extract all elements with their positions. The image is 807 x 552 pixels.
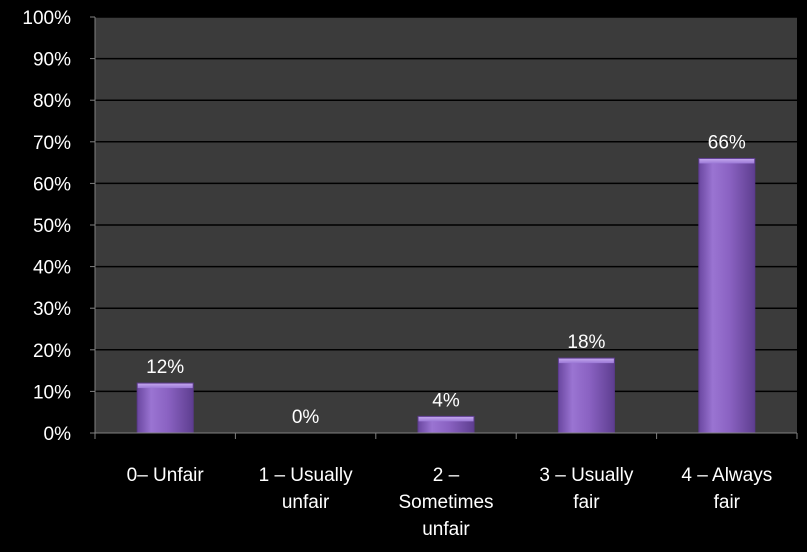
data-label: 18% bbox=[567, 332, 605, 353]
x-category-label: 1 – Usually unfair bbox=[259, 465, 353, 513]
bar-cap bbox=[137, 383, 194, 389]
x-category-label: 2 – Sometimes unfair bbox=[398, 465, 493, 540]
bar-3 bbox=[557, 357, 615, 434]
bar bbox=[698, 158, 755, 433]
y-tick-label: 90% bbox=[33, 50, 71, 71]
bar-0 bbox=[136, 382, 194, 434]
y-tick-label: 10% bbox=[33, 382, 71, 403]
x-category-label-line: 3 – Usually bbox=[539, 465, 633, 486]
y-tick-label: 20% bbox=[33, 341, 71, 362]
x-category-label: 4 – Always fair bbox=[681, 465, 772, 513]
x-category-label-line: unfair bbox=[282, 492, 330, 513]
data-label: 0% bbox=[292, 407, 320, 428]
x-category-label-line: 0– Unfair bbox=[127, 465, 205, 486]
y-tick-label: 40% bbox=[33, 258, 71, 279]
y-tick-label: 50% bbox=[33, 216, 71, 237]
x-category-label-line: Sometimes bbox=[398, 492, 493, 513]
bar-4 bbox=[698, 157, 756, 434]
bar-cap bbox=[418, 416, 474, 422]
y-tick-label: 100% bbox=[22, 8, 71, 29]
bar-cap bbox=[698, 158, 755, 164]
x-category-label-line: unfair bbox=[422, 519, 470, 540]
y-tick-label: 70% bbox=[33, 133, 71, 154]
y-tick-label: 60% bbox=[33, 174, 71, 195]
x-category-label-line: 4 – Always bbox=[681, 465, 772, 486]
data-label: 12% bbox=[146, 357, 184, 378]
x-category-label-line: fair bbox=[714, 492, 741, 513]
y-tick-label: 0% bbox=[44, 424, 72, 445]
bar bbox=[558, 358, 615, 433]
y-tick-label: 80% bbox=[33, 91, 71, 112]
bar-cap bbox=[558, 358, 615, 364]
x-category-label-line: fair bbox=[573, 492, 600, 513]
x-category-label: 3 – Usually fair bbox=[539, 465, 633, 513]
data-label: 66% bbox=[708, 132, 746, 153]
bar-2 bbox=[417, 415, 475, 434]
bar bbox=[137, 383, 194, 433]
x-category-label-line: 1 – Usually bbox=[259, 465, 353, 486]
data-label: 4% bbox=[432, 390, 460, 411]
x-category-label-line: 2 – bbox=[433, 465, 460, 486]
y-tick-label: 30% bbox=[33, 299, 71, 320]
x-category-label: 0– Unfair bbox=[127, 465, 205, 486]
